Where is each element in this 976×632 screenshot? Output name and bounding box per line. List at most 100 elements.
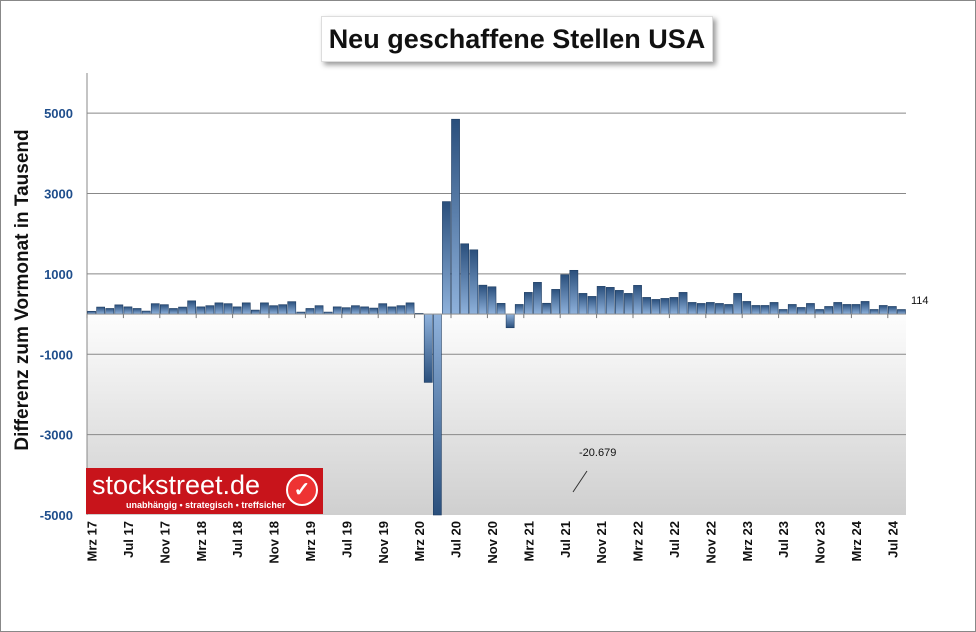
x-tick-label: Nov 18 <box>267 521 282 564</box>
x-tick-label: Mrz 18 <box>194 521 209 561</box>
bar <box>605 287 615 315</box>
bar <box>432 313 442 516</box>
y-tick-label: 5000 <box>44 106 73 121</box>
bar <box>178 306 187 315</box>
x-tick-label: Jul 22 <box>667 521 682 558</box>
bar <box>769 302 779 315</box>
y-tick-label: 1000 <box>44 267 73 282</box>
bar <box>160 304 169 315</box>
bar <box>897 309 906 315</box>
logo-tagline: unabhängig • strategisch • treffsicher <box>126 500 286 510</box>
bar <box>251 309 260 315</box>
bar <box>660 298 670 315</box>
bar <box>760 305 770 315</box>
bar <box>778 309 788 315</box>
x-tick-label: Nov 21 <box>594 521 609 564</box>
bar <box>687 302 697 315</box>
bar <box>596 286 606 315</box>
stockstreet-logo: stockstreet.de unabhängig • strategisch … <box>86 468 323 514</box>
bar <box>560 274 570 315</box>
bar <box>542 302 551 315</box>
bar <box>533 282 542 315</box>
checkmark-icon: ✓ <box>286 474 318 506</box>
x-tick-label: Mrz 24 <box>849 520 864 561</box>
y-tick-label: 3000 <box>44 187 73 202</box>
bar <box>469 249 479 315</box>
bar <box>678 292 688 315</box>
bar <box>169 308 178 315</box>
bar <box>241 302 251 315</box>
x-tick-label: Mrz 17 <box>85 521 100 561</box>
bar <box>269 305 278 315</box>
x-tick-label: Jul 24 <box>885 520 900 558</box>
bar <box>332 306 342 315</box>
bar <box>214 302 224 315</box>
bar <box>123 306 133 315</box>
bar <box>624 293 633 315</box>
x-tick-label: Mrz 22 <box>631 521 646 561</box>
bar <box>351 305 360 315</box>
bar <box>478 284 488 315</box>
bar <box>651 299 661 315</box>
x-tick-label: Mrz 23 <box>740 521 755 561</box>
bar <box>105 308 115 315</box>
y-axis-label: Differenz zum Vormonat in Tausend <box>12 129 33 451</box>
bar <box>578 293 588 315</box>
bar <box>824 306 833 315</box>
bar <box>205 305 215 315</box>
chart-title: Neu geschaffene Stellen USA <box>321 16 713 62</box>
bar <box>114 304 124 315</box>
x-tick-label: Jul 23 <box>776 521 791 558</box>
bar <box>96 306 105 315</box>
bar <box>833 302 843 315</box>
bar <box>551 289 560 315</box>
bar <box>751 305 761 315</box>
bar <box>887 306 897 315</box>
x-tick-label: Jul 18 <box>230 521 245 558</box>
bar <box>705 302 715 315</box>
logo-text: stockstreet.de <box>92 470 261 500</box>
annotation-last: 114 <box>911 295 929 307</box>
bar <box>860 301 870 315</box>
bar <box>878 305 888 315</box>
bar <box>232 306 242 315</box>
bar <box>715 303 724 315</box>
bar <box>851 304 861 315</box>
bar <box>696 303 706 315</box>
bar <box>669 297 679 315</box>
bar <box>569 269 579 315</box>
bar <box>360 306 369 315</box>
bar <box>724 304 733 315</box>
x-tick-label: Nov 17 <box>157 521 172 564</box>
x-tick-label: Nov 23 <box>813 521 828 564</box>
bar <box>196 306 206 315</box>
bar <box>633 285 642 315</box>
y-tick-label: -3000 <box>40 428 73 443</box>
bar <box>150 303 160 315</box>
annotation-min: -20.679 <box>579 447 616 459</box>
bar <box>405 302 415 315</box>
bar <box>869 309 879 315</box>
bar <box>451 118 460 315</box>
bar <box>223 303 233 315</box>
x-tick-label: Mrz 19 <box>303 521 318 561</box>
bar <box>369 307 379 315</box>
y-tick-label: -5000 <box>40 508 73 523</box>
bar <box>460 243 470 315</box>
bar <box>733 293 742 315</box>
x-tick-label: Jul 20 <box>449 521 464 558</box>
bar <box>523 292 533 315</box>
bar <box>442 201 451 315</box>
x-tick-label: Nov 20 <box>485 521 500 564</box>
bar <box>387 306 397 315</box>
bar <box>642 297 651 315</box>
bar <box>842 304 852 315</box>
annotation-line <box>572 470 588 493</box>
bar <box>187 300 197 315</box>
x-tick-label: Jul 19 <box>339 521 354 558</box>
bar <box>260 302 269 315</box>
bar <box>396 305 406 315</box>
y-tick-label: -1000 <box>40 347 73 362</box>
